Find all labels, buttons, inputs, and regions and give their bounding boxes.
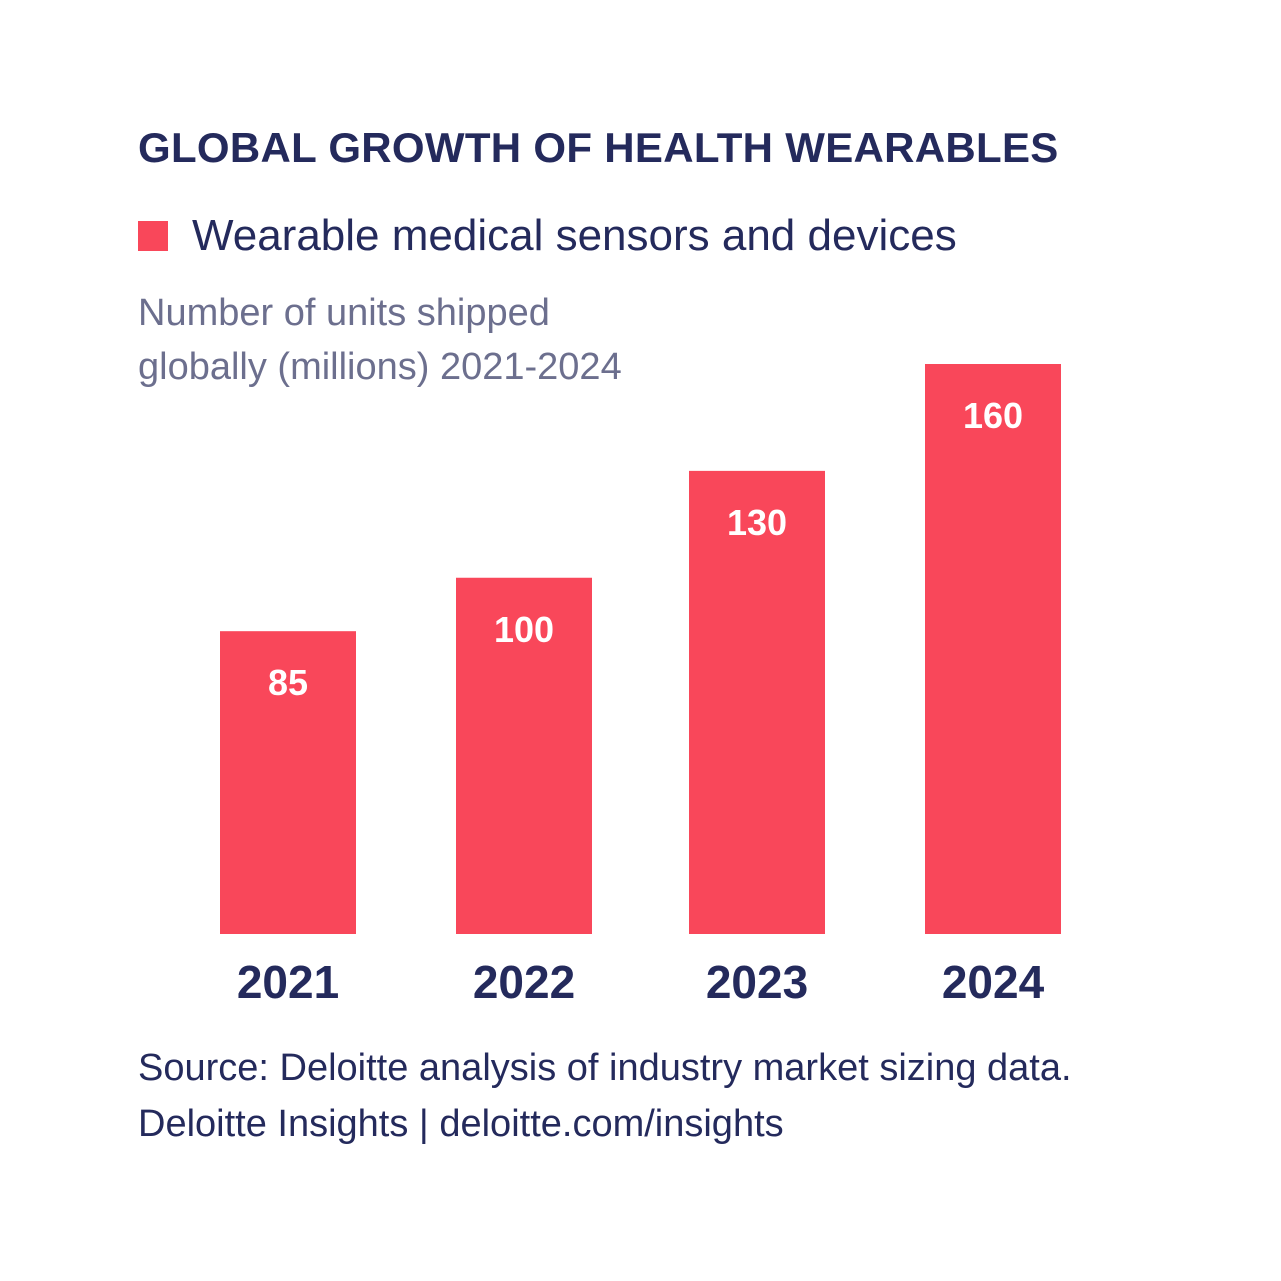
legend-swatch bbox=[138, 221, 168, 251]
data-label-2024: 160 bbox=[963, 395, 1023, 436]
chart-subtitle: Number of units shipped globally (millio… bbox=[138, 286, 622, 394]
data-label-2023: 130 bbox=[727, 502, 787, 543]
bar-2023 bbox=[689, 470, 825, 934]
x-tick-2024: 2024 bbox=[942, 956, 1045, 1008]
data-label-2022: 100 bbox=[494, 609, 554, 650]
bar-2022 bbox=[456, 577, 592, 934]
credit-line: Deloitte Insights | deloitte.com/insight… bbox=[138, 1103, 784, 1145]
legend: Wearable medical sensors and devices bbox=[138, 210, 957, 262]
source-note: Source: Deloitte analysis of industry ma… bbox=[138, 1040, 1072, 1152]
subtitle-line-1: Number of units shipped bbox=[138, 292, 550, 334]
x-tick-2021: 2021 bbox=[237, 956, 339, 1008]
bar-2024 bbox=[925, 364, 1061, 934]
x-tick-2022: 2022 bbox=[473, 956, 575, 1008]
bar-2021 bbox=[220, 631, 356, 934]
subtitle-line-2: globally (millions) 2021-2024 bbox=[138, 346, 622, 388]
x-tick-2023: 2023 bbox=[706, 956, 808, 1008]
source-line: Source: Deloitte analysis of industry ma… bbox=[138, 1047, 1072, 1089]
data-label-2021: 85 bbox=[268, 662, 308, 703]
legend-label: Wearable medical sensors and devices bbox=[192, 211, 957, 260]
chart-title: GLOBAL GROWTH OF HEALTH WEARABLES bbox=[138, 124, 1059, 171]
